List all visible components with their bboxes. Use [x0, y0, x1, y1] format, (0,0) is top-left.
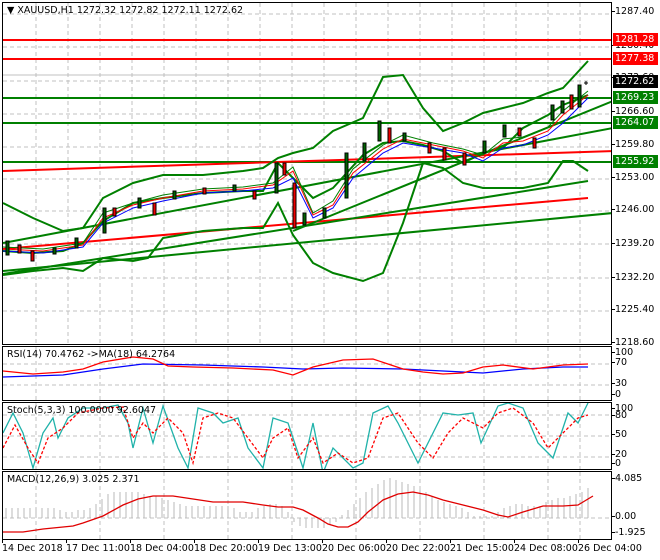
time-tick: 18 Dec 04:00 [130, 539, 194, 554]
stoch-tick: 0 [611, 458, 622, 469]
price-tick: 1287.40 [611, 6, 655, 17]
stoch-canvas [3, 403, 611, 469]
price-tick: 1218.60 [611, 337, 655, 348]
rsi-canvas [3, 347, 611, 400]
symbol-label: XAUUSD,H1 [17, 5, 74, 16]
level-label-green: 1264.07 [613, 116, 658, 129]
time-tick: 20 Dec 06:00 [322, 539, 386, 554]
stochastic-panel[interactable]: Stoch(5,3,3) 100.0000 92.6047 [2, 402, 612, 470]
price-tick: 1225.40 [611, 304, 655, 315]
level-label-red: 1281.28 [613, 33, 658, 46]
time-tick: 24 Dec 08:00 [514, 539, 578, 554]
price-tick: 1259.80 [611, 139, 655, 150]
stoch-tick: 80 [611, 410, 628, 421]
rsi-panel[interactable]: RSI(14) 70.4762 ->MA(18) 64.2764 [2, 346, 612, 401]
time-axis[interactable]: 14 Dec 2018 17 Dec 11:00 18 Dec 04:00 18… [0, 539, 660, 560]
grid [3, 3, 611, 344]
stoch-tick: 100 [611, 403, 634, 414]
price-tick: 1246.00 [611, 204, 655, 215]
time-tick: 26 Dec 04:00 [578, 539, 642, 554]
price-tick: 1239.20 [611, 238, 655, 249]
rsi-title: RSI(14) 70.4762 ->MA(18) 64.2764 [7, 349, 176, 360]
chart-title: ▼ XAUUSD,H1 1272.32 1272.82 1272.11 1272… [7, 5, 243, 16]
time-tick: 14 Dec 2018 [2, 539, 63, 554]
price-tick: 1232.20 [611, 272, 655, 283]
price-tick: 1253.00 [611, 172, 655, 183]
price-axis[interactable]: 1287.40 1280.40 1272.60 1266.60 1259.80 … [611, 2, 660, 348]
collapse-arrow-icon[interactable]: ▼ [7, 5, 15, 16]
macd-histogram [5, 478, 589, 528]
rsi-tick: 100 [611, 347, 634, 358]
stoch-tick: 50 [611, 429, 628, 440]
time-tick: 18 Dec 20:00 [194, 539, 258, 554]
time-tick: 20 Dec 22:00 [386, 539, 450, 554]
macd-tick: 4.085 [611, 473, 643, 484]
stoch-tick: 20 [611, 449, 628, 460]
current-price-label: 1272.62 [613, 75, 658, 88]
price-chart-panel[interactable]: ▼ XAUUSD,H1 1272.32 1272.82 1272.11 1272… [2, 2, 612, 345]
macd-canvas [3, 472, 611, 539]
rsi-tick: 70 [611, 357, 628, 368]
level-label-green: 1255.92 [613, 155, 658, 168]
ohlc-values: 1272.32 1272.82 1272.11 1272.62 [76, 5, 244, 16]
macd-axis: 4.085 0.00 -1.925 [611, 471, 660, 540]
rsi-tick: 30 [611, 378, 628, 389]
macd-tick: -1.925 [612, 527, 646, 538]
level-label-green: 1269.23 [613, 91, 658, 104]
stoch-axis: 100 80 50 20 0 [611, 402, 660, 470]
rsi-tick: 0 [611, 389, 622, 400]
price-tick: 1266.60 [611, 106, 655, 117]
macd-panel[interactable]: MACD(12,26,9) 3.025 2.371 [2, 471, 612, 540]
time-tick: 21 Dec 15:00 [450, 539, 514, 554]
candles [5, 81, 588, 262]
stoch-title: Stoch(5,3,3) 100.0000 92.6047 [7, 405, 157, 416]
rsi-axis: 100 70 30 0 [611, 346, 660, 401]
time-tick: 19 Dec 13:00 [258, 539, 322, 554]
macd-tick: 0.00 [611, 511, 637, 522]
time-tick: 17 Dec 11:00 [66, 539, 130, 554]
macd-title: MACD(12,26,9) 3.025 2.371 [7, 474, 140, 485]
price-chart-canvas [3, 3, 611, 344]
level-label-red: 1277.38 [613, 52, 658, 65]
